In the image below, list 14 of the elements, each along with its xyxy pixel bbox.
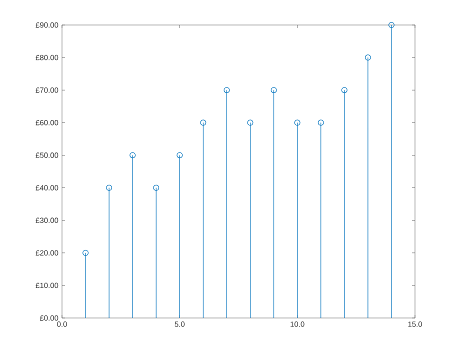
point bbox=[200, 120, 206, 126]
point bbox=[176, 152, 183, 158]
point bbox=[82, 250, 89, 256]
point bbox=[130, 152, 136, 158]
point bbox=[224, 87, 230, 94]
point bbox=[341, 87, 348, 94]
point bbox=[153, 184, 160, 191]
point bbox=[388, 22, 394, 28]
point bbox=[294, 120, 300, 126]
point bbox=[364, 54, 371, 61]
point bbox=[247, 120, 254, 126]
point bbox=[270, 87, 277, 94]
point bbox=[318, 120, 324, 126]
point bbox=[106, 184, 112, 191]
